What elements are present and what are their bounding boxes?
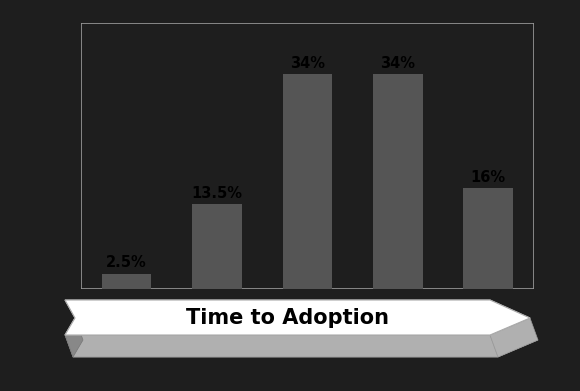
Text: 2.5%: 2.5% (106, 255, 147, 270)
Bar (192, 204, 242, 289)
Text: 13.5%: 13.5% (191, 186, 242, 201)
Polygon shape (65, 335, 498, 357)
Bar (81, 23, 534, 289)
Bar (102, 274, 151, 289)
Bar (282, 74, 332, 289)
Bar (463, 188, 513, 289)
Polygon shape (490, 318, 538, 357)
Polygon shape (65, 300, 530, 335)
Text: 34%: 34% (290, 56, 325, 71)
Polygon shape (65, 318, 83, 357)
Bar (373, 74, 423, 289)
Polygon shape (73, 322, 538, 357)
Polygon shape (65, 300, 530, 335)
Text: 16%: 16% (471, 170, 506, 185)
Text: Time to Adoption: Time to Adoption (186, 308, 389, 328)
Text: 34%: 34% (380, 56, 415, 71)
